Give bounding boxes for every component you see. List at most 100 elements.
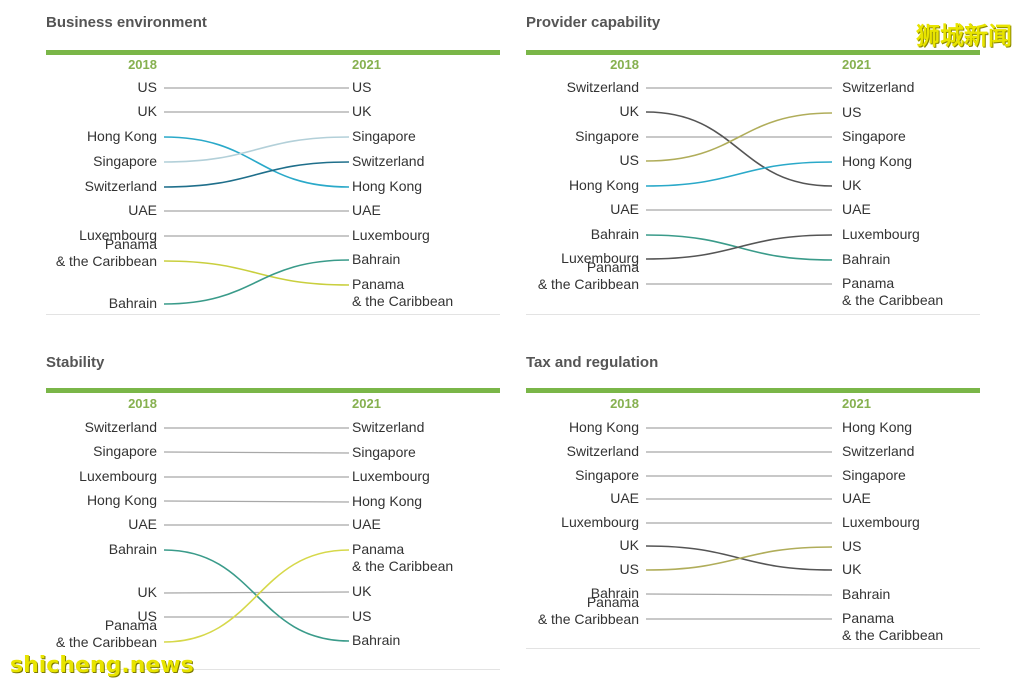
rank-2018-switzerland: Switzerland bbox=[566, 79, 639, 95]
slope-lines bbox=[163, 427, 350, 643]
rank-2021-us: US bbox=[352, 79, 372, 95]
slope-line-panama-and-the-caribbean bbox=[163, 260, 350, 286]
rank-2021-uae: UAE bbox=[352, 516, 381, 532]
slope-line-bahrain bbox=[163, 259, 350, 305]
rank-2018-hong-kong: Hong Kong bbox=[86, 492, 157, 508]
chart-title: Stability bbox=[46, 354, 105, 371]
rank-2021-uae: UAE bbox=[842, 490, 871, 506]
watermark-chinese: 狮城新闻 bbox=[916, 22, 1012, 50]
rank-2018-singapore: Singapore bbox=[93, 153, 157, 169]
year-label-left: 2018 bbox=[128, 396, 157, 411]
rank-2018-uk: UK bbox=[137, 584, 157, 600]
year-label-left: 2018 bbox=[610, 396, 639, 411]
rank-2018-uae: UAE bbox=[610, 201, 639, 217]
slope-line-luxembourg bbox=[645, 234, 833, 260]
rank-2018-hong-kong: Hong Kong bbox=[568, 177, 639, 193]
header-accent-bar bbox=[526, 50, 980, 55]
rank-2021-luxembourg: Luxembourg bbox=[842, 514, 920, 530]
rank-2018-hong-kong: Hong Kong bbox=[568, 419, 639, 435]
rank-2021-singapore: Singapore bbox=[352, 128, 416, 144]
rank-2021-singapore: Singapore bbox=[842, 128, 906, 144]
rank-2021-switzerland: Switzerland bbox=[352, 419, 425, 435]
rank-2018-singapore: Singapore bbox=[575, 128, 639, 144]
rank-2021-hong-kong: Hong Kong bbox=[352, 178, 423, 194]
rank-2021-bahrain: Bahrain bbox=[352, 632, 401, 648]
watermark-site: shicheng.news bbox=[10, 653, 194, 678]
rank-2018-uae: UAE bbox=[128, 202, 157, 218]
bottom-rule bbox=[526, 314, 980, 315]
slope-line-hong-kong bbox=[645, 161, 833, 187]
rank-2021-bahrain: Bahrain bbox=[842, 251, 891, 267]
rank-2021-luxembourg: Luxembourg bbox=[842, 226, 920, 242]
rank-2018-bahrain: Bahrain bbox=[590, 226, 639, 242]
rank-2018-luxembourg: Luxembourg bbox=[561, 250, 639, 266]
year-label-right: 2021 bbox=[352, 396, 381, 411]
slope-line-panama-and-the-caribbean bbox=[163, 549, 350, 643]
chart-title: Business environment bbox=[46, 14, 207, 31]
rank-2018-switzerland: Switzerland bbox=[84, 419, 157, 435]
panel-stability: Stability 2018 2021 Switzerland Singapore Lux… bbox=[46, 354, 500, 670]
rank-2021-luxembourg: Luxembourg bbox=[352, 468, 430, 484]
rank-2021-switzerland: Switzerland bbox=[352, 153, 425, 169]
rank-2021-panama-and-the-caribbean: Panama & the Caribbean bbox=[352, 541, 454, 574]
rank-2021-panama-and-the-caribbean: Panama & the Caribbean bbox=[842, 610, 944, 643]
rank-2021-uae: UAE bbox=[842, 201, 871, 217]
rank-2018-singapore: Singapore bbox=[93, 443, 157, 459]
rank-2021-bahrain: Bahrain bbox=[842, 586, 891, 602]
year-label-right: 2021 bbox=[352, 57, 381, 72]
panel-business-environment: Business environment 2018 2021 US UK Hong Kon… bbox=[46, 14, 500, 320]
rank-2018-luxembourg: Luxembourg bbox=[561, 514, 639, 530]
slope-line-uk bbox=[645, 111, 833, 187]
rank-2021-bahrain: Bahrain bbox=[352, 251, 401, 267]
rank-2018-switzerland: Switzerland bbox=[84, 178, 157, 194]
slope-line-us bbox=[645, 546, 833, 571]
rank-2021-hong-kong: Hong Kong bbox=[352, 493, 423, 509]
rank-2018-uae: UAE bbox=[128, 516, 157, 532]
rank-2018-panama-and-the-caribbean: Panama & the Caribbean bbox=[537, 594, 639, 627]
year-label-left: 2018 bbox=[610, 57, 639, 72]
rank-2018-us: US bbox=[137, 79, 157, 95]
rank-2018-luxembourg: Luxembourg bbox=[79, 227, 157, 243]
rank-2021-singapore: Singapore bbox=[352, 444, 416, 460]
rank-2021-uk: UK bbox=[352, 103, 372, 119]
rank-2018-hong-kong: Hong Kong bbox=[86, 128, 157, 144]
slope-line-hong-kong bbox=[163, 500, 350, 503]
slope-line-singapore bbox=[163, 451, 350, 454]
slope-line-hong-kong bbox=[163, 136, 350, 188]
rank-2018-singapore: Singapore bbox=[575, 467, 639, 483]
rank-2018-uk: UK bbox=[137, 103, 157, 119]
rank-2021-us: US bbox=[842, 538, 862, 554]
rank-2018-uk: UK bbox=[619, 537, 639, 553]
rank-2018-switzerland: Switzerland bbox=[566, 443, 639, 459]
rank-2021-hong-kong: Hong Kong bbox=[842, 419, 913, 435]
rank-2021-uk: UK bbox=[352, 583, 372, 599]
rank-2018-panama-and-the-caribbean: Panama & the Caribbean bbox=[55, 236, 157, 269]
rank-2018-us: US bbox=[619, 561, 639, 577]
slope-lines bbox=[645, 87, 833, 285]
header-accent-bar bbox=[526, 388, 980, 393]
rank-2021-us: US bbox=[352, 608, 372, 624]
rank-2018-bahrain: Bahrain bbox=[108, 295, 157, 311]
rank-2018-bahrain: Bahrain bbox=[590, 585, 639, 601]
rank-2021-uk: UK bbox=[842, 177, 862, 193]
year-label-right: 2021 bbox=[842, 396, 871, 411]
rank-2018-panama-and-the-caribbean: Panama & the Caribbean bbox=[537, 259, 639, 292]
rank-2021-uk: UK bbox=[842, 561, 862, 577]
year-label-left: 2018 bbox=[128, 57, 157, 72]
rank-2018-uk: UK bbox=[619, 103, 639, 119]
bottom-rule bbox=[46, 314, 500, 315]
chart-title: Tax and regulation bbox=[526, 354, 659, 371]
panel-provider-capability: Provider capability 2018 2021 Switzerland UK… bbox=[526, 14, 980, 320]
rank-2018-bahrain: Bahrain bbox=[108, 541, 157, 557]
bottom-rule bbox=[526, 648, 980, 649]
rank-2018-us: US bbox=[619, 152, 639, 168]
rank-2018-luxembourg: Luxembourg bbox=[79, 468, 157, 484]
panel-tax-and-regulation: Tax and regulation 2018 2021 Hong Kong Switz… bbox=[526, 354, 980, 650]
rank-2018-uae: UAE bbox=[610, 490, 639, 506]
rank-2021-switzerland: Switzerland bbox=[842, 443, 915, 459]
rank-2021-panama-and-the-caribbean: Panama & the Caribbean bbox=[842, 275, 944, 308]
chart-title: Provider capability bbox=[526, 14, 661, 31]
slope-lines bbox=[163, 87, 350, 305]
header-accent-bar bbox=[46, 50, 500, 55]
rank-2021-luxembourg: Luxembourg bbox=[352, 227, 430, 243]
